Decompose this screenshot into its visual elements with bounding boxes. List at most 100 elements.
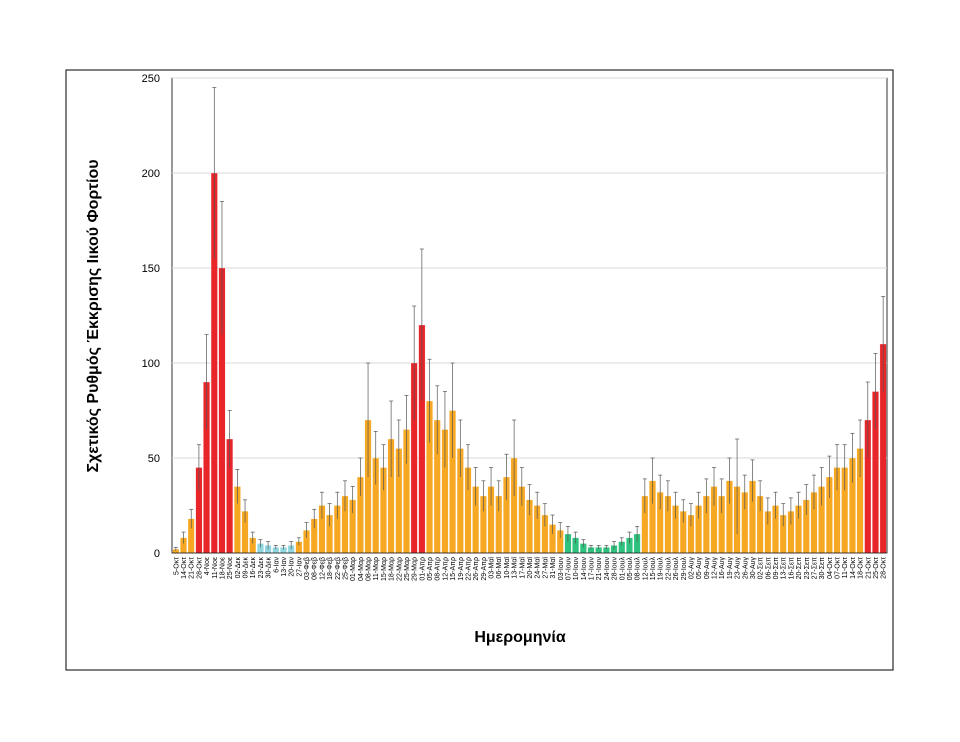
x-tick-label: 6-Ιαν	[273, 557, 280, 573]
x-tick-label: 13-Ιαν	[281, 557, 288, 577]
x-tick-label: 12-Ιουλ	[642, 557, 649, 581]
x-tick-label: 17-Ιουν	[589, 557, 596, 581]
x-tick-label: 29-Απρ	[481, 557, 488, 581]
x-tick-label: 24-Ιουν	[604, 557, 611, 581]
x-tick-label: 24-Μαϊ	[535, 557, 542, 579]
x-tick-label: 21-Οκτ	[189, 557, 196, 579]
y-tick-label: 100	[142, 358, 160, 370]
plot-area	[171, 77, 888, 554]
x-tick-label: 23-Δεκ	[258, 557, 265, 579]
x-tick-label: 06-Μαϊ	[496, 557, 503, 579]
x-tick-label: 29-Μαρ	[412, 557, 419, 581]
y-tick-label: 250	[142, 73, 160, 85]
x-tick-label: 15-Ιουλ	[650, 557, 657, 581]
x-tick-label: 01-Μαρ	[350, 557, 357, 581]
x-tick-label: 02-Αυγ	[688, 557, 695, 580]
x-tick-label: 22-Απρ	[465, 557, 472, 581]
x-tick-label: 23-Αυγ	[735, 557, 742, 580]
x-tick-label: 07-Ιουν	[565, 557, 572, 581]
x-tick-label: 08-Μαρ	[366, 557, 373, 581]
x-tick-label: 12-Αυγ	[712, 557, 719, 580]
x-tick-label: 28-Οκτ	[196, 557, 203, 579]
x-tick-label: 27-Ιαν	[296, 557, 303, 577]
y-tick-label: 50	[148, 453, 160, 465]
x-tick-label: 22-Ιουλ	[665, 557, 672, 581]
x-tick-label: 19-Αυγ	[727, 557, 734, 580]
x-tick-label: 02-Δεκ	[235, 557, 242, 579]
x-tick-label: 16-Σεπ	[788, 557, 795, 580]
x-tick-label: 13-Μαϊ	[512, 557, 519, 579]
x-tick-label: 09-Δεκ	[243, 557, 250, 579]
x-tick-label: 28-Ιουν	[612, 557, 619, 581]
x-tick-label: 03-Φεβ	[304, 557, 311, 580]
x-tick-label: 09-Αυγ	[704, 557, 711, 580]
x-tick-label: 26-Ιουλ	[673, 557, 680, 581]
x-tick-label: 27-Μαϊ	[542, 557, 549, 579]
x-tick-label: 19-Απρ	[458, 557, 465, 581]
x-tick-label: 21-Οκτ	[865, 557, 872, 579]
x-tick-label: 20-Σεπ	[796, 557, 803, 580]
x-axis-label: Ημερομηνία	[474, 629, 566, 646]
x-tick-label: 08-Φεβ	[312, 557, 319, 580]
x-tick-label: 4-Νοε	[204, 557, 211, 575]
x-tick-label: 14-Ιουν	[581, 557, 588, 581]
x-tick-label: 31-Μαϊ	[550, 557, 557, 579]
x-tick-label: 12-Απρ	[442, 557, 449, 581]
x-tick-label: 20-Ιαν	[289, 557, 296, 577]
x-tick-label: 13-Σεπ	[781, 557, 788, 580]
x-tick-label: 30-Δεκ	[266, 557, 273, 579]
x-tick-label: 27-Σεπ	[811, 557, 818, 580]
x-tick-label: 18-Φεβ	[327, 557, 334, 580]
x-tick-label: 18-Μαρ	[389, 557, 396, 581]
x-tick-label: 5-Οκτ	[173, 557, 180, 575]
x-tick-label: 04-Οκτ	[827, 557, 834, 579]
x-tick-label: 07-Οκτ	[835, 557, 842, 579]
x-tick-label: 21-Ιουν	[596, 557, 603, 581]
x-tick-label: 25-Οκτ	[873, 557, 880, 579]
x-tick-label: 12-Φεβ	[319, 557, 326, 580]
x-tick-label: 11-Οκτ	[842, 557, 849, 579]
x-tick-label: 30-Αυγ	[750, 557, 757, 580]
x-tick-label: 28-Οκτ	[881, 557, 888, 579]
x-tick-label: 17-Μαϊ	[519, 557, 526, 579]
x-tick-label: 22-Μαρ	[396, 557, 403, 581]
x-tick-label: 25-Φεβ	[342, 557, 349, 580]
y-axis-label: Σχετικός Ρυθμός Έκκρισης Ιικού Φορτίου	[85, 159, 102, 472]
x-tick-label: 06-Σεπ	[765, 557, 772, 580]
x-tick-label: 09-Σεπ	[773, 557, 780, 580]
x-tick-label: 03-Ιουν	[558, 557, 565, 581]
x-tick-label: 01-Ιουλ	[619, 557, 626, 581]
y-tick-label: 200	[142, 168, 160, 180]
x-tick-label: 08-Απρ	[435, 557, 442, 581]
frame	[65, 69, 894, 671]
x-tick-label: 26-Απρ	[473, 557, 480, 581]
x-tick-label: 22-Φεβ	[335, 557, 342, 580]
x-tick-label: 05-Αυγ	[696, 557, 703, 580]
x-tick-label: 14-Οκτ	[850, 557, 857, 579]
x-tick-label: 16-Αυγ	[719, 557, 726, 580]
x-tick-label: 11-Νοε	[212, 557, 219, 579]
x-tick-label: 23-Σεπ	[804, 557, 811, 580]
x-tick-label: 08-Ιουλ	[635, 557, 642, 581]
x-tick-label: 25-Νοε	[227, 557, 234, 579]
x-tick-label: 03-Μαϊ	[489, 557, 496, 579]
x-tick-label: 11-Μαρ	[373, 557, 380, 580]
x-tick-label: 15-Απρ	[450, 557, 457, 581]
x-tick-label: 30-Σεπ	[819, 557, 826, 580]
x-tick-label: 05-Απρ	[427, 557, 434, 581]
x-tick-label: 29-Ιουλ	[681, 557, 688, 581]
x-tick-label: 16-Δεκ	[250, 557, 257, 579]
x-tick-label: 01-Απρ	[419, 557, 426, 581]
x-tick-label: 04-Μαρ	[358, 557, 365, 581]
y-tick-label: 0	[154, 548, 160, 560]
x-tick-label: 15-Μαρ	[381, 557, 388, 581]
x-tick-label: 02-Σεπ	[758, 557, 765, 580]
x-tick-label: 19-Ιουλ	[658, 557, 665, 581]
x-tick-label: 25-Μαρ	[404, 557, 411, 581]
x-tick-label: 05-Ιουλ	[627, 557, 634, 581]
x-tick-label: 10-Ιουν	[573, 557, 580, 581]
x-tick-label: 20-Μαϊ	[527, 557, 534, 579]
y-tick-label: 150	[142, 263, 160, 275]
x-tick-label: 18-Οκτ	[858, 557, 865, 579]
